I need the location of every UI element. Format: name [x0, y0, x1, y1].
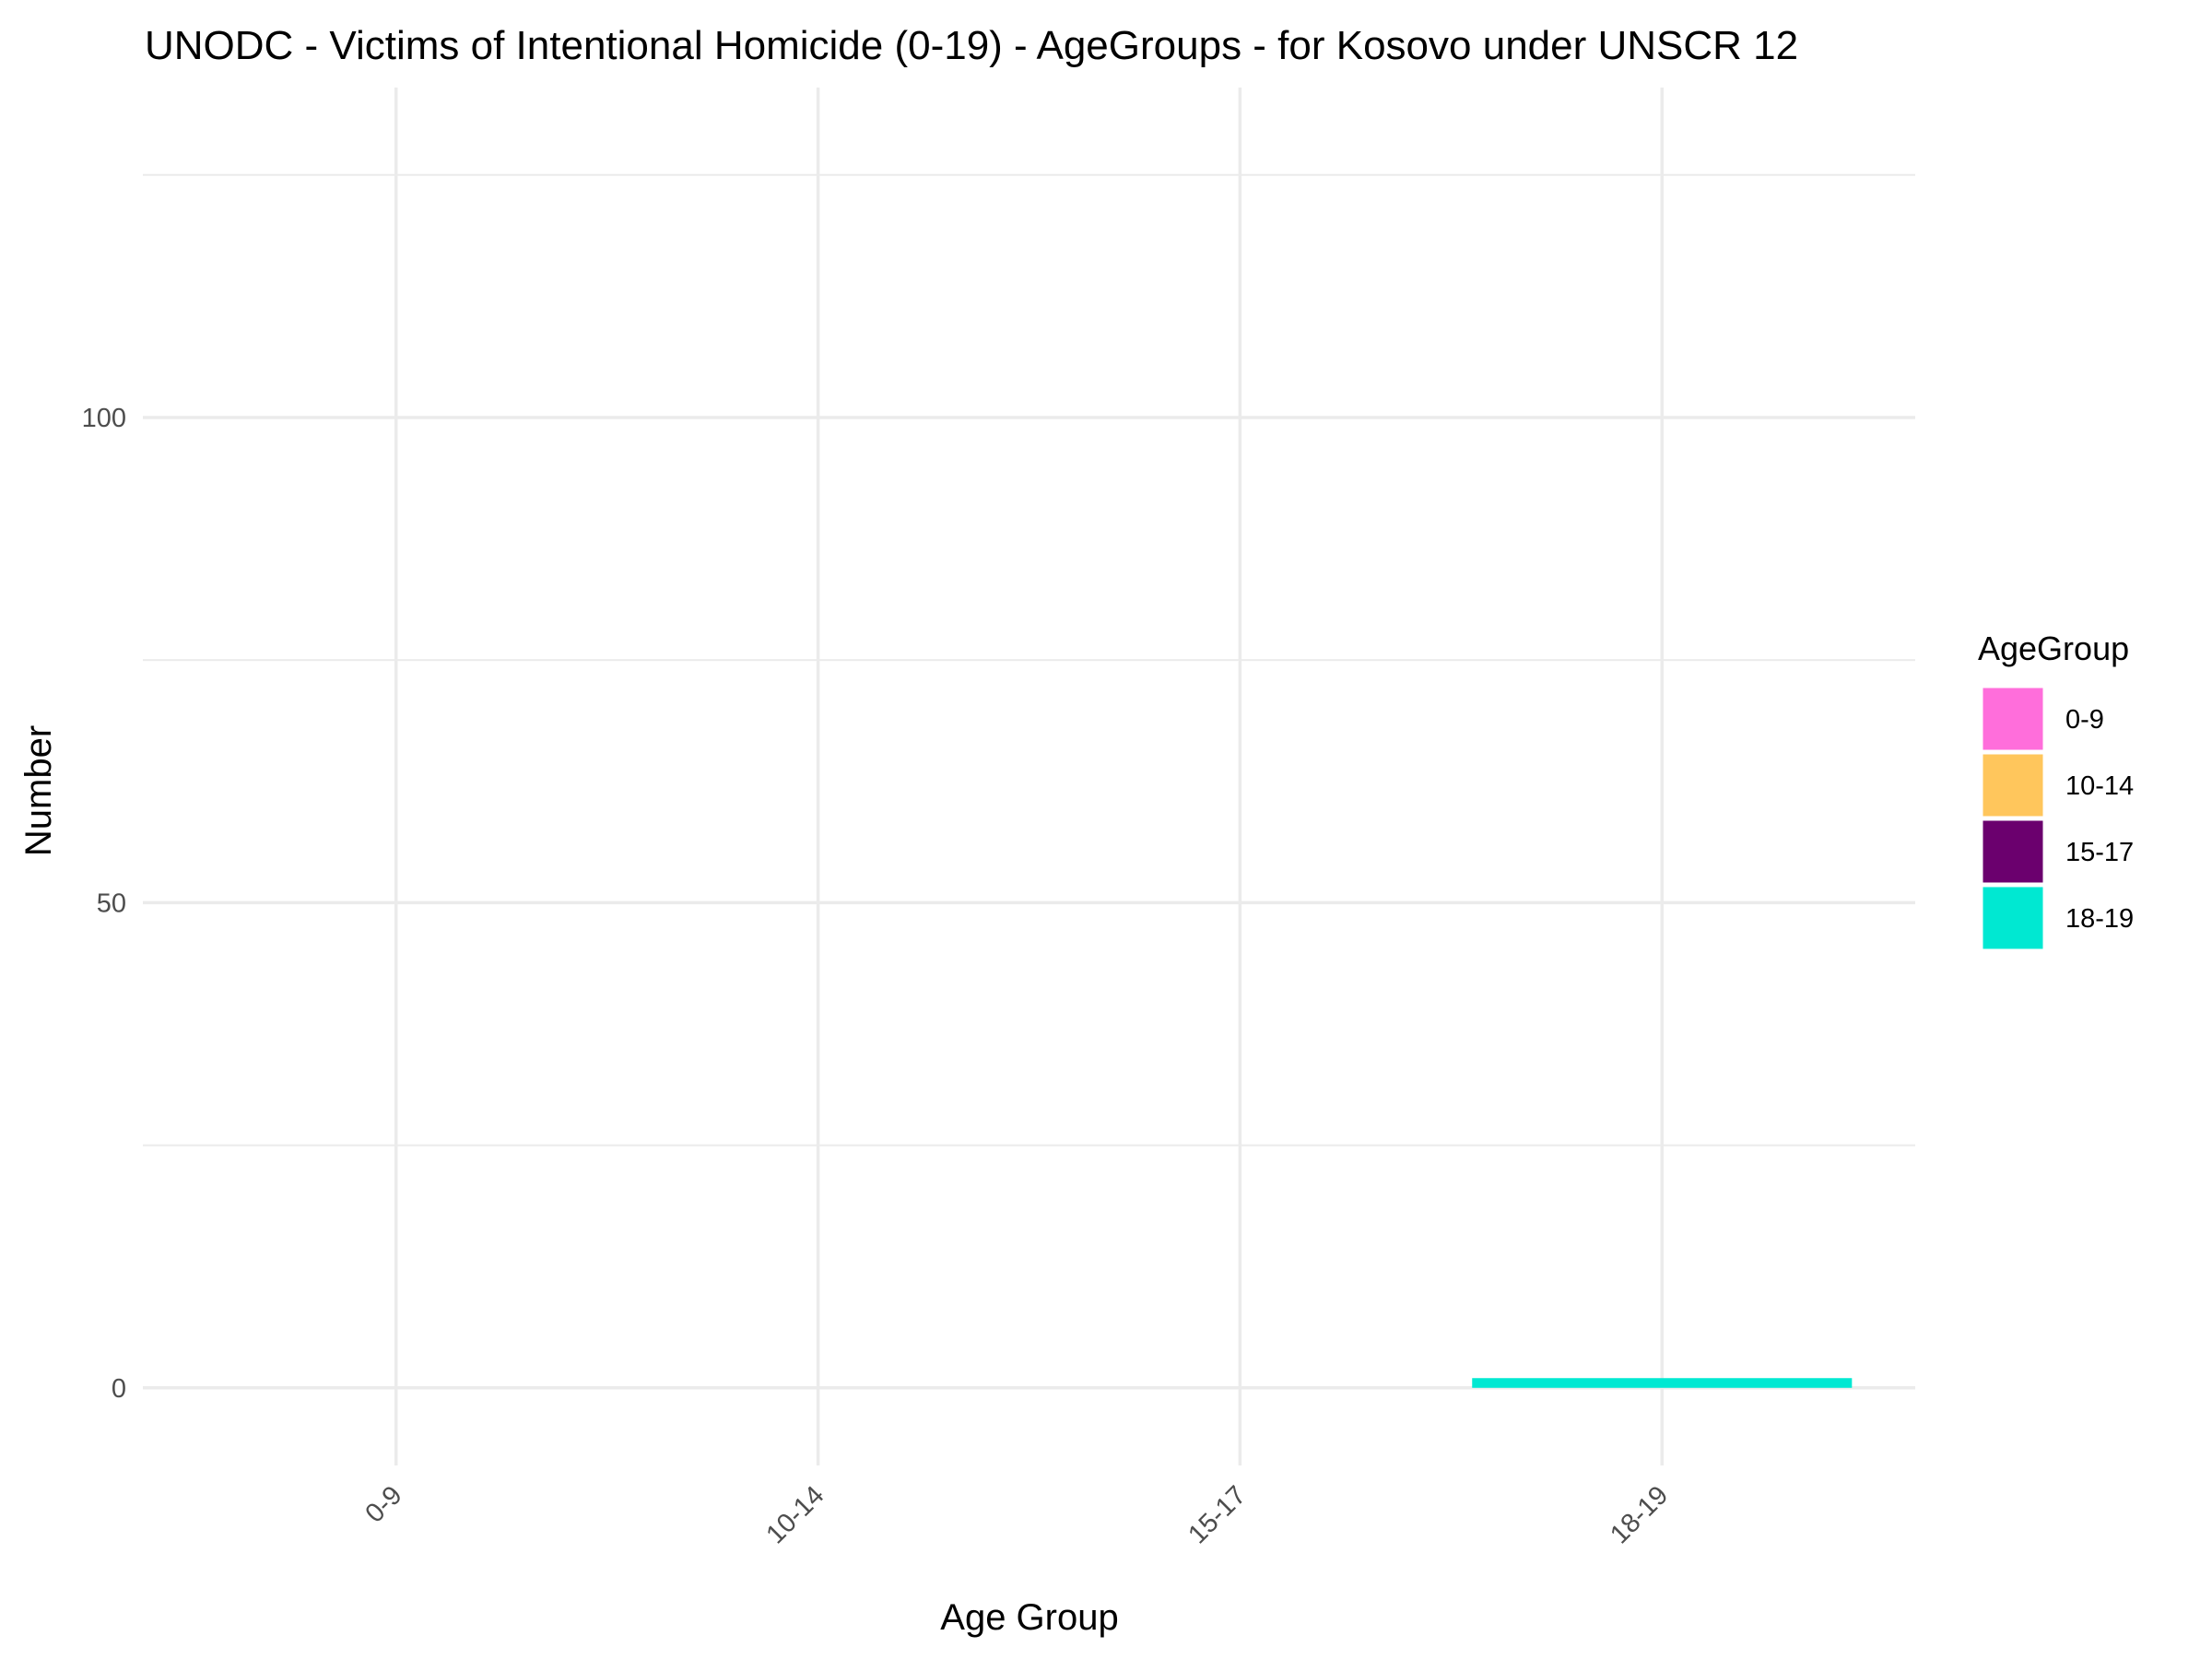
legend: AgeGroup 0-9 10-14 15-17 18-19: [1978, 629, 2134, 952]
legend-label: 18-19: [2065, 904, 2134, 934]
x-axis-title: Age Group: [940, 1597, 1118, 1638]
legend-label: 0-9: [2065, 705, 2104, 735]
legend-entries: 0-9 10-14 15-17 18-19: [1980, 685, 2134, 952]
legend-label: 10-14: [2065, 771, 2134, 801]
y-tick-label: 100: [82, 404, 126, 433]
bars: [1472, 1378, 1853, 1388]
y-tick-label: 50: [97, 888, 126, 918]
legend-title: AgeGroup: [1978, 629, 2129, 667]
chart-title: UNODC - Victims of Intentional Homicide …: [145, 23, 1798, 68]
legend-key-15-17: [1980, 818, 2046, 886]
y-tick-label: 0: [112, 1374, 126, 1404]
legend-key-18-19: [1980, 884, 2046, 952]
grid-lines: [143, 88, 1915, 1465]
y-axis-ticks: 0 50 100: [82, 404, 126, 1404]
y-axis-title: Number: [18, 725, 59, 856]
legend-key-10-14: [1980, 751, 2046, 819]
bar-18-19: [1472, 1378, 1853, 1388]
legend-label: 15-17: [2065, 838, 2134, 867]
legend-key-0-9: [1980, 685, 2046, 753]
